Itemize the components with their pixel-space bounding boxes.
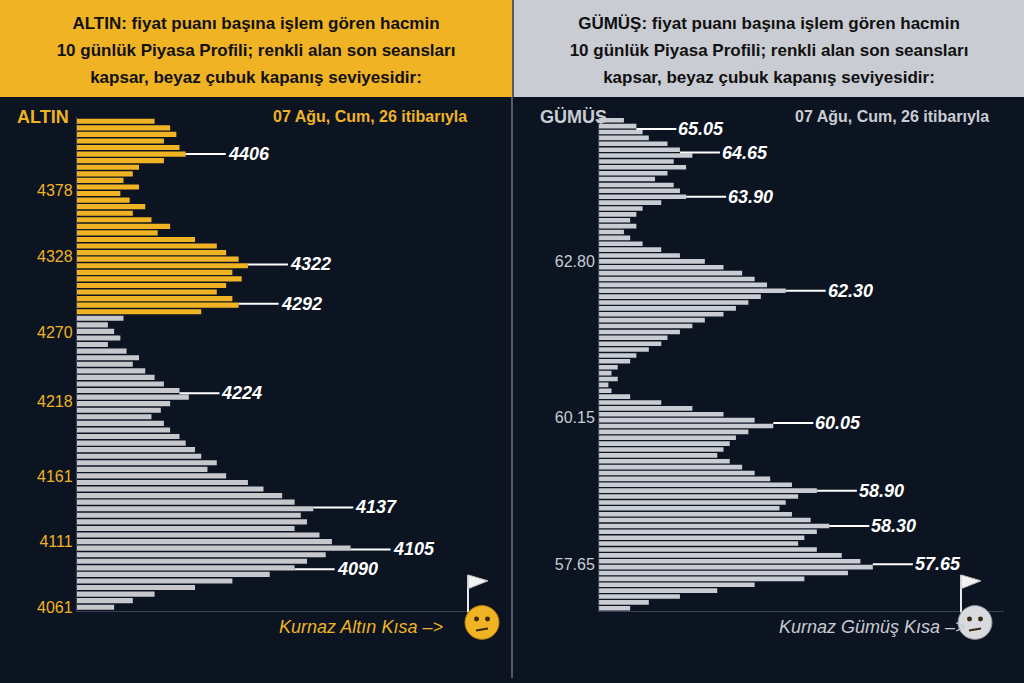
svg-text:Kurnaz Gümüş Kısa –>: Kurnaz Gümüş Kısa –> — [779, 617, 966, 637]
html-text:10 günlük Piyasa Profili; renk: 10 günlük Piyasa Profili; renkli alan so… — [56, 41, 456, 60]
svg-text:64.65: 64.65 — [722, 143, 768, 163]
html-text:kapsar, beyaz çubuk kapanış se: kapsar, beyaz çubuk kapanış seviyesidir: — [603, 68, 935, 87]
svg-text:57.65: 57.65 — [555, 556, 595, 573]
svg-text:63.90: 63.90 — [728, 187, 773, 207]
svg-text:4322: 4322 — [290, 254, 331, 274]
svg-text:58.30: 58.30 — [871, 516, 916, 536]
svg-text:GÜMÜŞ: GÜMÜŞ — [540, 107, 607, 127]
svg-text:4224: 4224 — [221, 383, 262, 403]
svg-text:Kurnaz Altın Kısa –>: Kurnaz Altın Kısa –> — [279, 617, 443, 637]
svg-text:60.15: 60.15 — [555, 409, 595, 426]
svg-text:ALTIN: ALTIN — [17, 107, 69, 127]
svg-text:07 Ağu, Cum, 26 itibarıyla: 07 Ağu, Cum, 26 itibarıyla — [795, 108, 989, 125]
svg-text:07 Ağu, Cum, 26 itibarıyla: 07 Ağu, Cum, 26 itibarıyla — [273, 108, 467, 125]
html-text:kapsar, beyaz çubuk kapanış se: kapsar, beyaz çubuk kapanış seviyesidir: — [90, 68, 422, 87]
svg-text:4061: 4061 — [37, 599, 73, 616]
svg-text:60.05: 60.05 — [815, 413, 861, 433]
svg-text:62.30: 62.30 — [828, 281, 873, 301]
svg-text:58.90: 58.90 — [859, 481, 904, 501]
svg-text:4270: 4270 — [37, 324, 73, 341]
svg-text:65.05: 65.05 — [678, 119, 724, 139]
svg-text:62.80: 62.80 — [555, 253, 595, 270]
html-text:GÜMÜŞ: fiyat puanı başına işle: GÜMÜŞ: fiyat puanı başına işlem gören ha… — [578, 14, 960, 33]
svg-text:4105: 4105 — [393, 539, 435, 559]
svg-text:4161: 4161 — [37, 468, 73, 485]
svg-text:4328: 4328 — [37, 248, 73, 265]
html-text:ALTIN: fiyat puanı başına işle: ALTIN: fiyat puanı başına işlem gören ha… — [72, 14, 440, 33]
svg-text:4137: 4137 — [355, 497, 397, 517]
svg-text:4111: 4111 — [39, 533, 72, 550]
svg-text:4218: 4218 — [37, 393, 73, 410]
html-text:10 günlük Piyasa Profili; renk: 10 günlük Piyasa Profili; renkli alan so… — [569, 41, 969, 60]
svg-text:4090: 4090 — [337, 559, 378, 579]
svg-text:4378: 4378 — [37, 182, 73, 199]
svg-text:4292: 4292 — [281, 294, 322, 314]
svg-text:4406: 4406 — [228, 144, 270, 164]
svg-text:57.65: 57.65 — [915, 554, 961, 574]
